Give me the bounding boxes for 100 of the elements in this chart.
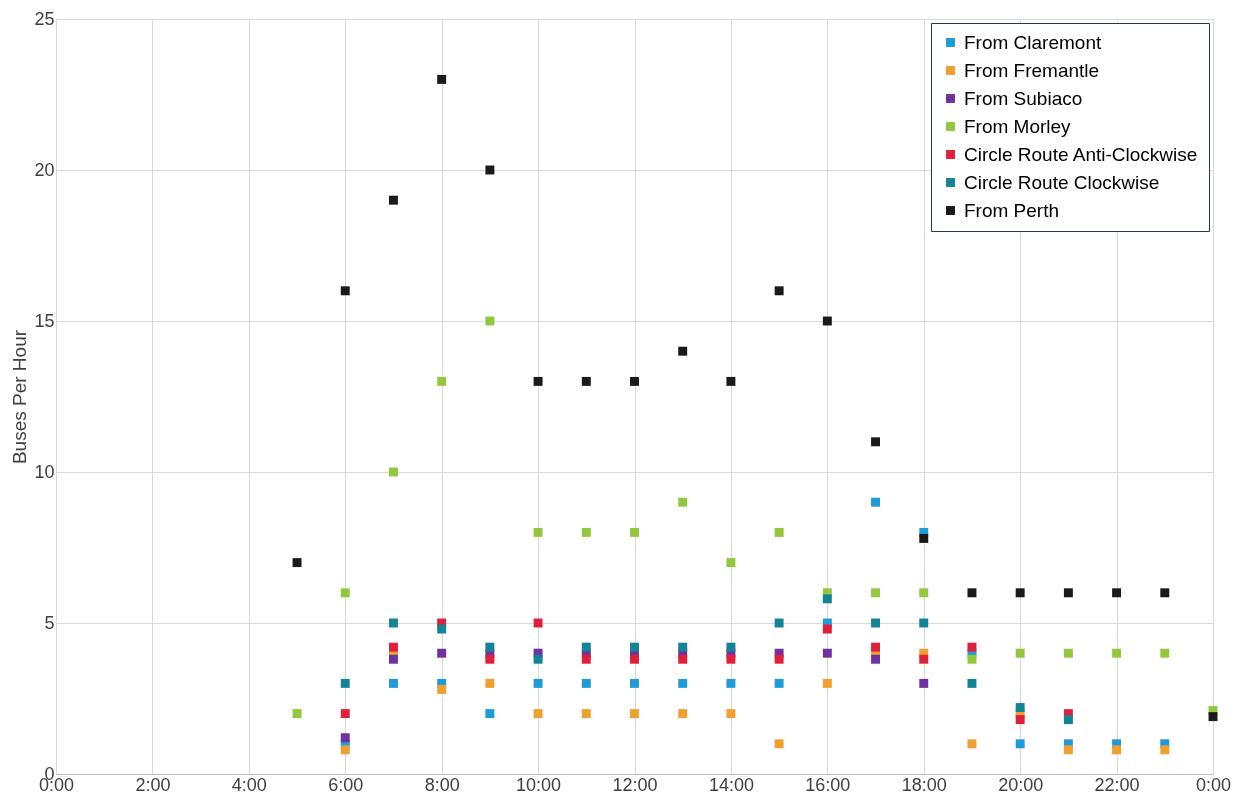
point bbox=[919, 618, 929, 628]
point bbox=[1112, 745, 1122, 755]
point bbox=[678, 678, 688, 688]
point bbox=[630, 709, 639, 719]
point bbox=[533, 678, 543, 688]
point bbox=[726, 654, 736, 664]
point bbox=[485, 642, 495, 652]
x-tick-label: 8:00 bbox=[424, 774, 460, 795]
point bbox=[678, 654, 688, 664]
x-tick-label: 16:00 bbox=[805, 774, 851, 795]
point bbox=[678, 642, 688, 652]
point bbox=[340, 709, 350, 719]
legend-label: From Morley bbox=[964, 115, 1072, 137]
x-tick-label: 0:00 bbox=[1195, 774, 1232, 795]
point bbox=[630, 642, 639, 652]
legend-label: Circle Route Clockwise bbox=[964, 171, 1160, 193]
point bbox=[340, 286, 350, 296]
point bbox=[774, 654, 784, 664]
point bbox=[437, 74, 447, 84]
point bbox=[437, 376, 447, 386]
x-tick-label: 20:00 bbox=[998, 774, 1044, 795]
point bbox=[533, 527, 543, 537]
point bbox=[871, 497, 881, 507]
x-tick-label: 14:00 bbox=[708, 774, 754, 795]
point bbox=[678, 346, 688, 356]
point bbox=[774, 618, 784, 628]
point bbox=[581, 654, 591, 664]
y-tick-label: 5 bbox=[44, 612, 55, 633]
point bbox=[533, 618, 543, 628]
point bbox=[871, 654, 881, 664]
point bbox=[388, 618, 398, 628]
point bbox=[919, 588, 929, 598]
point bbox=[533, 376, 543, 386]
point bbox=[485, 316, 495, 326]
point bbox=[919, 533, 929, 543]
point bbox=[1015, 648, 1025, 658]
point bbox=[726, 558, 736, 568]
point bbox=[822, 316, 832, 326]
y-tick-label: 20 bbox=[34, 159, 55, 180]
point bbox=[340, 745, 350, 755]
point bbox=[678, 709, 688, 719]
point bbox=[340, 733, 350, 743]
x-tick-label: 6:00 bbox=[328, 774, 364, 795]
legend-label: From Fremantle bbox=[964, 59, 1100, 81]
point bbox=[1063, 745, 1073, 755]
point bbox=[871, 618, 881, 628]
point bbox=[581, 527, 591, 537]
legend-label: From Claremont bbox=[964, 31, 1102, 53]
point bbox=[340, 678, 350, 688]
x-tick-label: 10:00 bbox=[516, 774, 562, 795]
point bbox=[967, 678, 977, 688]
point bbox=[388, 654, 398, 664]
point bbox=[581, 376, 591, 386]
point bbox=[437, 648, 447, 658]
point bbox=[388, 678, 398, 688]
point bbox=[726, 709, 736, 719]
point bbox=[822, 594, 832, 604]
x-tick-label: 12:00 bbox=[612, 774, 658, 795]
point bbox=[388, 467, 398, 477]
point bbox=[485, 709, 495, 719]
point bbox=[967, 642, 977, 652]
point bbox=[1160, 745, 1170, 755]
point bbox=[822, 624, 832, 634]
point bbox=[1112, 648, 1122, 658]
point bbox=[871, 642, 881, 652]
point bbox=[630, 527, 639, 537]
point bbox=[485, 654, 495, 664]
point bbox=[726, 376, 736, 386]
point bbox=[388, 642, 398, 652]
point bbox=[581, 642, 591, 652]
point bbox=[871, 437, 881, 447]
point bbox=[919, 678, 929, 688]
x-tick-label: 4:00 bbox=[231, 774, 267, 795]
point bbox=[871, 588, 881, 598]
legend-label: From Perth bbox=[964, 199, 1060, 221]
legend-label: Circle Route Anti-Clockwise bbox=[964, 143, 1198, 165]
point bbox=[485, 678, 495, 688]
legend-label: From Subiaco bbox=[964, 87, 1083, 109]
y-tick-label: 15 bbox=[34, 310, 55, 331]
point bbox=[533, 709, 543, 719]
point bbox=[581, 709, 591, 719]
point bbox=[1015, 715, 1025, 725]
point bbox=[533, 654, 543, 664]
point bbox=[437, 624, 447, 634]
x-tick-label: 18:00 bbox=[901, 774, 947, 795]
x-tick-label: 2:00 bbox=[135, 774, 171, 795]
point bbox=[388, 195, 398, 205]
point bbox=[822, 648, 832, 658]
point bbox=[292, 709, 302, 719]
point bbox=[1015, 739, 1025, 749]
point bbox=[774, 286, 784, 296]
point bbox=[967, 654, 977, 664]
point bbox=[581, 678, 591, 688]
point bbox=[774, 527, 784, 537]
point bbox=[1160, 588, 1170, 598]
point bbox=[1063, 588, 1073, 598]
point bbox=[967, 739, 977, 749]
point bbox=[630, 654, 639, 664]
point bbox=[967, 588, 977, 598]
point bbox=[919, 654, 929, 664]
